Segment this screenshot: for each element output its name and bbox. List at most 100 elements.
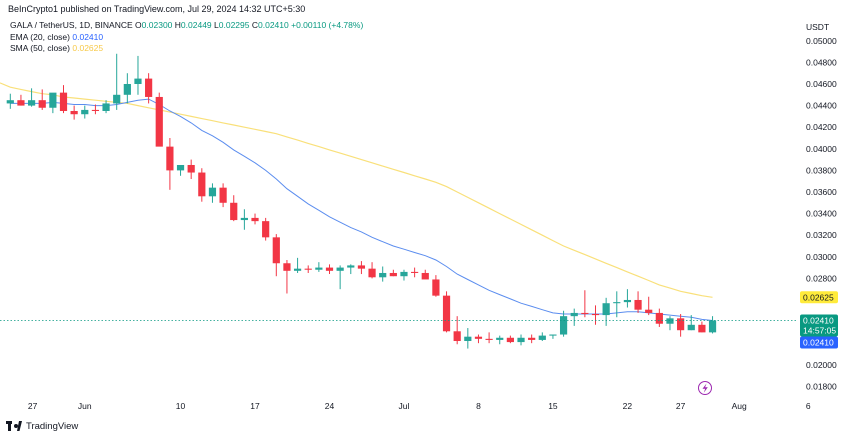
- candle-body: [240, 217, 248, 221]
- candle: [645, 296, 653, 316]
- high-key: H: [174, 20, 181, 30]
- ema-row[interactable]: EMA (20, close) 0.02410: [10, 32, 363, 44]
- candle-body: [336, 267, 344, 271]
- chart-legend: GALA / TetherUS, 1D, BINANCE O0.02300 H0…: [10, 20, 363, 55]
- candle-body: [283, 263, 291, 271]
- ema-value: 0.02410: [72, 31, 104, 42]
- sma-row[interactable]: SMA (50, close) 0.02625: [10, 43, 363, 55]
- candle: [166, 137, 174, 190]
- candle: [251, 213, 259, 225]
- time-tick: 6: [806, 401, 811, 411]
- candle-body: [528, 337, 536, 340]
- sma-value: 0.02625: [72, 43, 104, 53]
- candle-body: [49, 92, 57, 108]
- publish-info: BeInCrypto1 published on TradingView.com…: [8, 4, 306, 14]
- candle: [27, 88, 36, 107]
- candle: [198, 168, 206, 202]
- candle: [219, 183, 227, 208]
- candle: [262, 217, 270, 241]
- candle-body: [230, 202, 238, 221]
- candle-body: [698, 324, 706, 333]
- candle: [528, 334, 536, 344]
- candle: [634, 291, 642, 313]
- candle: [517, 334, 525, 346]
- candle-body: [293, 268, 302, 271]
- candle-body: [187, 164, 195, 173]
- candle-body: [442, 295, 451, 332]
- candle-body: [485, 338, 493, 340]
- candle-body: [113, 94, 121, 104]
- candle: [411, 267, 419, 278]
- lightning-icon[interactable]: [698, 381, 712, 395]
- candle-body: [389, 272, 397, 277]
- candle-body: [176, 164, 185, 171]
- high-value: 0.02449: [180, 20, 212, 30]
- candle-body: [400, 271, 408, 277]
- sma-price-tag-text: 0.02625: [803, 292, 834, 302]
- candle-body: [102, 103, 110, 111]
- candle-body: [38, 100, 46, 108]
- time-tick: 10: [176, 401, 186, 411]
- time-axis: 27 Jun 10 17 24 Jul 8 15 22 27 Aug 6: [28, 401, 811, 411]
- currency-label[interactable]: USDT: [806, 22, 830, 32]
- candle: [91, 104, 100, 115]
- candle: [613, 291, 621, 318]
- candle-body: [166, 146, 174, 171]
- time-tick: 27: [28, 401, 38, 411]
- candle: [538, 332, 546, 342]
- candle-body: [506, 337, 514, 343]
- tradingview-logo-icon: [6, 421, 22, 431]
- candle-body: [357, 265, 366, 269]
- symbol-label[interactable]: GALA / TetherUS, 1D, BINANCE: [10, 20, 133, 30]
- candle: [155, 92, 163, 147]
- candle-body: [123, 83, 131, 95]
- time-tick: Jun: [78, 401, 92, 411]
- candle: [570, 308, 578, 326]
- candle: [421, 269, 429, 280]
- price-tick: 0.05000: [806, 36, 837, 46]
- candle: [347, 264, 355, 275]
- sma-layer: [0, 82, 713, 298]
- footer[interactable]: TradingView: [6, 419, 78, 433]
- candle-body: [464, 336, 472, 342]
- candle-body: [145, 78, 153, 97]
- candle-body: [538, 335, 546, 340]
- candle: [474, 334, 483, 344]
- candle: [655, 308, 663, 327]
- lightning-bolt: [702, 383, 708, 393]
- candle-body: [634, 299, 642, 310]
- ema-label: EMA (20, close): [10, 31, 70, 42]
- candle-body: [474, 336, 483, 339]
- close-key: C: [251, 20, 259, 30]
- candle-body: [6, 100, 14, 104]
- candle: [240, 209, 248, 230]
- candle-body: [251, 217, 259, 222]
- candle: [134, 55, 142, 95]
- candle: [485, 332, 493, 344]
- candle: [400, 269, 408, 281]
- candle-body: [496, 337, 504, 340]
- ema-price-tag: 0.02410: [800, 336, 838, 349]
- candle-body: [27, 100, 36, 106]
- candle-body: [198, 172, 206, 197]
- last-price-tag-text: 14:57:05: [803, 325, 836, 335]
- candle-body: [91, 109, 100, 111]
- candle: [464, 328, 472, 349]
- candle-body: [134, 78, 142, 84]
- candle: [623, 289, 632, 308]
- candle: [102, 100, 110, 114]
- candle: [187, 159, 195, 180]
- candle-body: [453, 331, 461, 342]
- last-price-tag-bg: [800, 314, 838, 337]
- candle: [453, 316, 461, 345]
- ema-layer: [10, 98, 713, 321]
- last-price-tag-text: 0.02410: [803, 315, 834, 325]
- price-tick: 0.03000: [806, 252, 837, 262]
- price-tick: 0.03800: [806, 165, 837, 175]
- candle: [38, 89, 46, 110]
- price-tick: 0.04600: [806, 79, 837, 89]
- time-tick: 15: [548, 401, 558, 411]
- candle-body: [613, 302, 621, 304]
